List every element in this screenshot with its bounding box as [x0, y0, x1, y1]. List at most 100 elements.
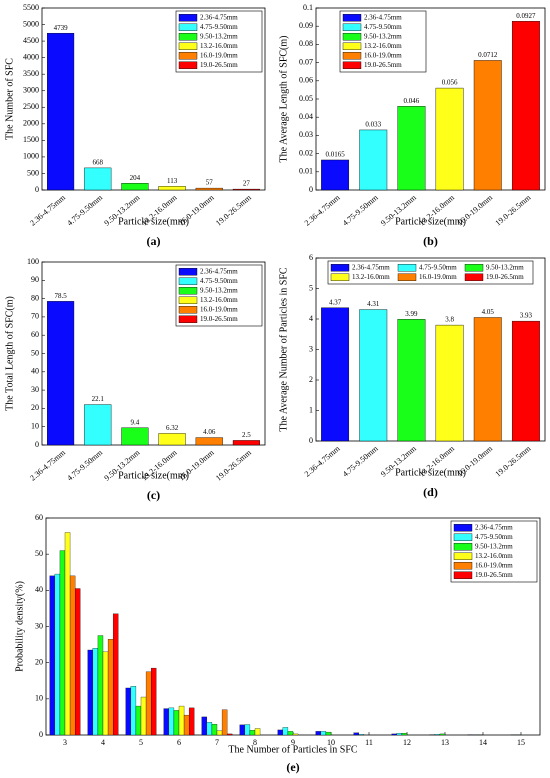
bar: [353, 732, 360, 736]
legend-label: 4.75-9.50mm: [419, 263, 457, 271]
y-tick-label: 40: [31, 367, 39, 376]
x-tick-label: 15: [517, 738, 525, 747]
legend-swatch: [397, 273, 417, 281]
bar: [397, 319, 426, 442]
y-tick-label: 4500: [23, 36, 39, 45]
value-label: 0.056: [442, 79, 458, 87]
value-label: 4.31: [367, 300, 380, 308]
legend-swatch: [178, 61, 198, 69]
value-label: 57: [206, 179, 214, 187]
y-tick-label: 30: [35, 621, 43, 630]
legend-swatch: [464, 273, 484, 281]
y-tick-label: 2000: [23, 119, 39, 128]
x-tick-label: 2.36-4.75mm: [303, 444, 342, 479]
bar: [232, 188, 260, 191]
y-tick-label: 20: [31, 403, 39, 412]
value-label: 0.0927: [516, 12, 536, 20]
bar: [145, 671, 152, 736]
legend-label: 19.0-26.5mm: [364, 61, 402, 69]
bar: [130, 686, 137, 736]
bar: [211, 724, 218, 736]
plot-frame: [41, 7, 266, 191]
bar: [135, 705, 142, 736]
y-tick-label: 0.05: [299, 94, 313, 103]
bar: [140, 696, 147, 736]
x-tick-label: 14: [479, 738, 487, 747]
y-axis-label: The Number of SFC: [4, 58, 15, 140]
bar: [358, 734, 365, 736]
y-axis-label: The Average Length of SFC(m): [278, 35, 289, 162]
legend-swatch: [178, 42, 198, 50]
bar: [359, 129, 388, 191]
bar: [216, 730, 223, 736]
legend-swatch: [178, 33, 198, 41]
y-tick-label: 10: [31, 422, 39, 431]
legend-label: 16.0-19.0mm: [475, 561, 513, 569]
y-tick-label: 0: [35, 185, 39, 194]
y-tick-label: 3: [309, 344, 313, 353]
legend-label: 2.36-4.75mm: [352, 263, 390, 271]
legend-swatch: [342, 61, 362, 69]
legend-label: 19.0-26.5mm: [475, 571, 513, 579]
y-tick-label: 20: [35, 657, 43, 666]
y-tick-label: 0: [39, 730, 43, 739]
bar: [92, 648, 99, 736]
x-tick-label: 8: [253, 738, 257, 747]
bar: [254, 728, 261, 736]
y-tick-label: 90: [31, 275, 39, 284]
legend-label: 2.36-4.75mm: [475, 523, 513, 531]
x-tick-label: 6: [177, 738, 181, 747]
legend-label: 2.36-4.75mm: [200, 13, 238, 21]
x-tick-label: 19.0-26.5mm: [214, 193, 253, 228]
y-tick-label: 0.02: [299, 148, 313, 157]
y-tick-label: 60: [35, 513, 43, 522]
y-tick-label: 6: [309, 253, 313, 262]
bar: [221, 709, 228, 736]
x-tick-label: 19.0-26.5mm: [214, 448, 253, 483]
y-tick-label: 5000: [23, 19, 39, 28]
bar: [511, 320, 540, 442]
legend-label: 16.0-19.0mm: [419, 273, 457, 281]
legend-swatch: [178, 277, 198, 285]
x-tick-label: 16.0-19.0mm: [177, 448, 216, 483]
bar: [321, 159, 350, 191]
bar: [84, 167, 112, 191]
bar: [74, 588, 81, 736]
legend-swatch: [453, 533, 473, 541]
y-tick-label: 0: [35, 440, 39, 449]
bar: [396, 733, 403, 736]
bar: [434, 734, 441, 736]
bar: [249, 730, 256, 736]
y-axis-label: Probability density(%): [14, 581, 25, 672]
panel-label: (e): [286, 760, 299, 774]
x-tick-label: 3: [63, 738, 67, 747]
x-axis-label: The Number of Particles in SFC: [228, 744, 357, 755]
legend-label: 9.50-13.2mm: [200, 286, 238, 294]
legend-swatch: [453, 571, 473, 579]
x-tick-label: 16.0-19.0mm: [455, 444, 494, 479]
bar: [321, 307, 350, 442]
legend-swatch: [178, 306, 198, 314]
legend-swatch: [342, 42, 362, 50]
x-axis-label: Particle size(mm): [395, 467, 466, 478]
y-tick-label: 2: [309, 375, 313, 384]
value-label: 204: [130, 174, 141, 182]
bar: [125, 687, 132, 736]
bar: [277, 729, 284, 736]
bar: [59, 550, 66, 736]
bar: [226, 733, 233, 736]
bar: [97, 635, 104, 736]
bar: [439, 733, 446, 736]
y-tick-label: 0.08: [299, 39, 313, 48]
value-label: 0.0165: [325, 151, 345, 159]
bar: [121, 427, 149, 446]
bar: [325, 731, 332, 736]
x-axis-label: Particle size(mm): [395, 216, 466, 227]
legend-swatch: [464, 264, 484, 272]
value-label: 27: [243, 180, 251, 188]
value-label: 6.32: [166, 424, 179, 432]
y-tick-label: 50: [35, 549, 43, 558]
y-tick-label: 10: [35, 694, 43, 703]
legend-swatch: [342, 33, 362, 41]
legend-swatch: [342, 23, 362, 31]
